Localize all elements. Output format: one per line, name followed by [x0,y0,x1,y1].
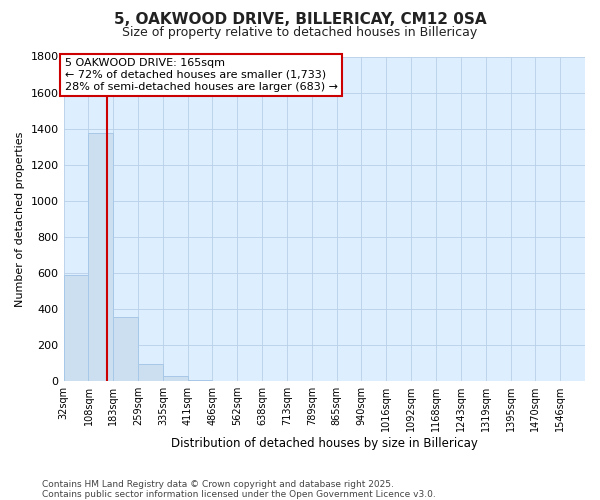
Y-axis label: Number of detached properties: Number of detached properties [15,131,25,306]
Text: Contains HM Land Registry data © Crown copyright and database right 2025.: Contains HM Land Registry data © Crown c… [42,480,394,489]
Text: Size of property relative to detached houses in Billericay: Size of property relative to detached ho… [122,26,478,39]
Bar [64,275,88,381]
Bar [163,376,188,381]
Bar [188,380,212,381]
Text: 5, OAKWOOD DRIVE, BILLERICAY, CM12 0SA: 5, OAKWOOD DRIVE, BILLERICAY, CM12 0SA [113,12,487,28]
Text: 5 OAKWOOD DRIVE: 165sqm
← 72% of detached houses are smaller (1,733)
28% of semi: 5 OAKWOOD DRIVE: 165sqm ← 72% of detache… [65,58,338,92]
Bar [88,133,113,381]
X-axis label: Distribution of detached houses by size in Billericay: Distribution of detached houses by size … [171,437,478,450]
Text: Contains public sector information licensed under the Open Government Licence v3: Contains public sector information licen… [42,490,436,499]
Bar [138,364,163,381]
Bar [113,317,138,381]
